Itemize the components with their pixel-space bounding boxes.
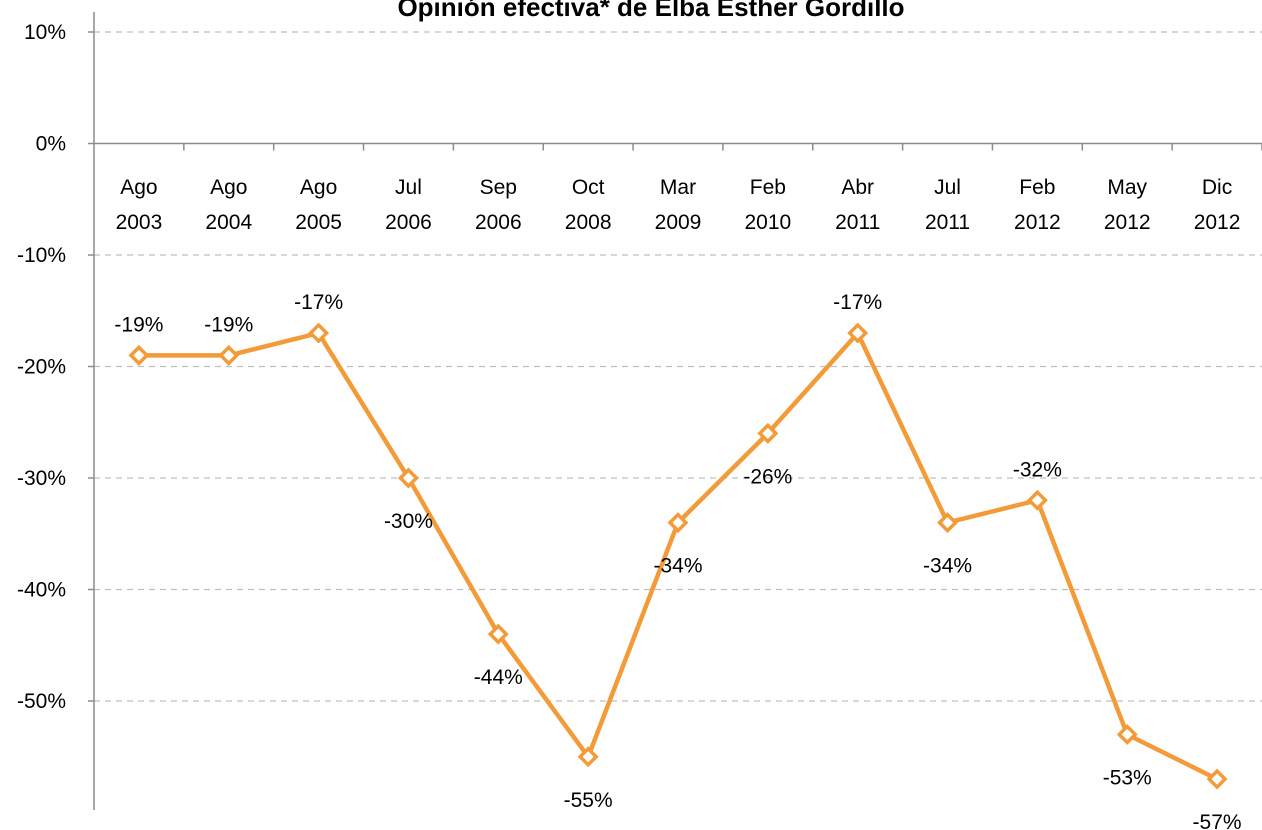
data-point-marker [218, 344, 240, 366]
data-label: -55% [564, 789, 613, 812]
x-tick-label-month: Jul [934, 176, 961, 199]
data-label: -30% [384, 510, 433, 533]
x-tick-label-month: Dic [1202, 176, 1232, 199]
x-tick-label-year: 2011 [835, 211, 880, 234]
x-axis-tick-labels: Ago 2003 Ago 2004 Ago 2005 Jul 2006 Sep 2006 Oct 20… [116, 176, 1241, 234]
x-tick-label-year: 2011 [925, 211, 970, 234]
data-label: -17% [833, 291, 882, 314]
x-tick-label-year: 2009 [655, 211, 702, 234]
x-tick-label-year: 2012 [1014, 211, 1061, 234]
x-tick-label-year: 2008 [565, 211, 612, 234]
data-point-marker [308, 322, 330, 344]
data-label: -19% [114, 313, 163, 336]
data-point-marker [577, 746, 599, 768]
data-point-marker [757, 422, 779, 444]
data-point-marker [847, 322, 869, 344]
y-tick-label: 10% [24, 21, 66, 44]
data-label: -53% [1103, 766, 1152, 789]
x-tick-label-month: Ago [120, 176, 157, 199]
y-axis-tick-labels: 10% 0% -10% -20% -30% -40% -50% [17, 21, 66, 713]
x-tick-label-month: Abr [841, 176, 874, 199]
data-labels: -19% -19% -17% -30% -44% -55% -34% -26% -17% -34%… [114, 291, 1241, 830]
data-label: -44% [474, 666, 523, 689]
data-label: -57% [1193, 811, 1242, 830]
y-tick-label: -30% [17, 467, 66, 490]
axes [88, 12, 1262, 810]
data-label: -34% [923, 555, 972, 578]
x-tick-label-year: 2006 [385, 211, 432, 234]
x-tick-label-month: Sep [480, 176, 517, 199]
data-point-marker [1206, 768, 1228, 790]
x-tick-label-month: Ago [210, 176, 247, 199]
data-label: -17% [294, 291, 343, 314]
x-tick-label-year: 2003 [116, 211, 163, 234]
x-tick-label-month: Feb [750, 176, 786, 199]
y-tick-label: -20% [17, 356, 66, 379]
data-point-marker [1026, 489, 1048, 511]
data-label: -19% [204, 313, 253, 336]
y-tick-label: -40% [17, 579, 66, 602]
x-tick-label-month: Mar [660, 176, 696, 199]
data-label: -34% [653, 555, 702, 578]
y-tick-label: -10% [17, 244, 66, 267]
data-point-marker [1116, 723, 1138, 745]
x-tick-label-year: 2012 [1104, 211, 1151, 234]
data-point-marker [128, 344, 150, 366]
x-tick-label-year: 2012 [1194, 211, 1241, 234]
x-tick-label-year: 2004 [205, 211, 252, 234]
data-point-marker [937, 512, 959, 534]
x-tick-label-month: Oct [572, 176, 605, 199]
data-label: -26% [743, 465, 792, 488]
x-tick-label-month: Feb [1019, 176, 1055, 199]
x-tick-label-month: May [1107, 176, 1147, 199]
series [128, 322, 1228, 790]
gridlines [94, 31, 1262, 702]
x-tick-label-month: Ago [300, 176, 337, 199]
data-point-marker [487, 623, 509, 645]
x-tick-label-year: 2006 [475, 211, 522, 234]
x-tick-label-month: Jul [395, 176, 422, 199]
y-tick-label: 0% [36, 133, 66, 156]
data-point-marker [397, 467, 419, 489]
data-label: -32% [1013, 458, 1062, 481]
data-point-marker [667, 512, 689, 534]
x-tick-label-year: 2005 [295, 211, 342, 234]
x-tick-label-year: 2010 [744, 211, 791, 234]
y-tick-label: -50% [17, 690, 66, 713]
chart-title: Opinión efectiva* de Elba Esther Gordill… [397, 0, 904, 22]
